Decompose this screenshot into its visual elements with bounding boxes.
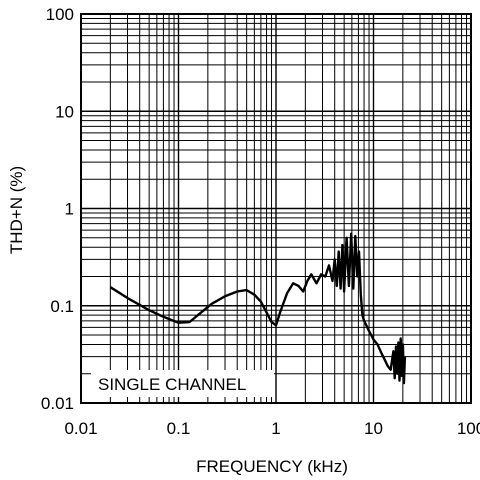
y-tick-labels: 0.01 0.1 1 10 100: [41, 5, 74, 413]
x-tick-label: 100: [457, 419, 480, 438]
y-tick-label: 1: [65, 200, 74, 219]
grid: [80, 14, 471, 404]
y-tick-label: 10: [55, 102, 74, 121]
x-tick-label: 0.1: [167, 419, 191, 438]
annotation-box: SINGLE CHANNEL: [91, 370, 274, 397]
x-tick-labels: 0.01 0.1 1 10 100: [64, 419, 480, 438]
y-axis-label: THD+N (%): [7, 166, 26, 254]
y-tick-label: 100: [46, 5, 74, 24]
y-tick-label: 0.01: [41, 394, 74, 413]
series-line: [109, 232, 407, 385]
x-tick-label: 1: [271, 419, 280, 438]
x-tick-label: 10: [364, 419, 383, 438]
x-tick-label: 0.01: [64, 419, 97, 438]
x-axis-label: FREQUENCY (kHz): [196, 457, 348, 476]
plot-frame: [80, 13, 472, 404]
y-tick-label: 0.1: [50, 297, 74, 316]
annotation-label: SINGLE CHANNEL: [98, 375, 246, 394]
